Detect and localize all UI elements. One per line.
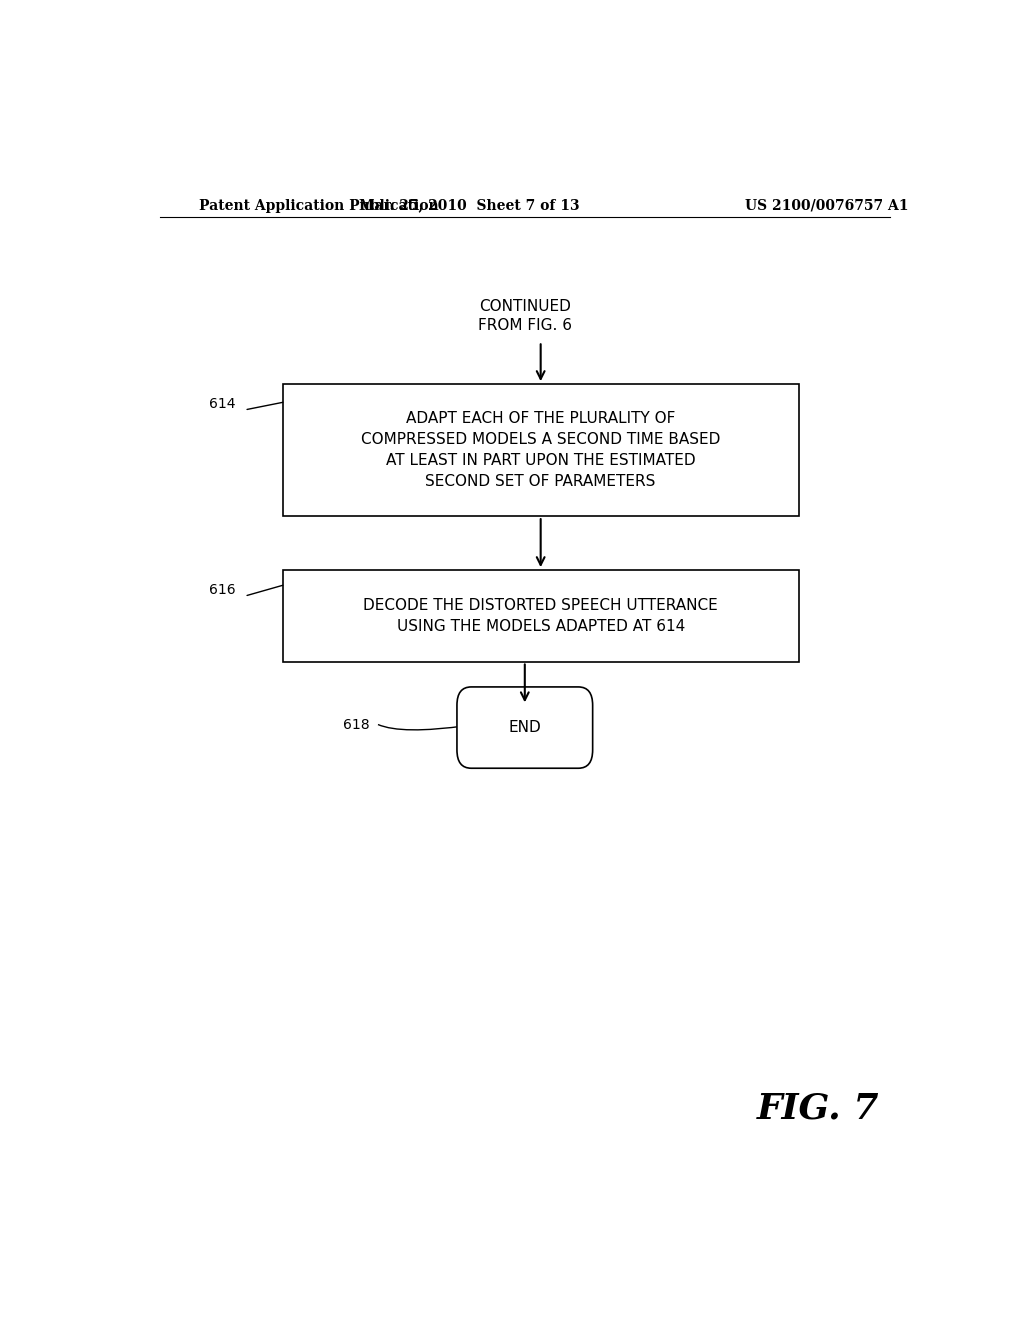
Text: 616: 616: [209, 583, 236, 598]
Text: Patent Application Publication: Patent Application Publication: [200, 199, 439, 213]
Text: DECODE THE DISTORTED SPEECH UTTERANCE
USING THE MODELS ADAPTED AT 614: DECODE THE DISTORTED SPEECH UTTERANCE US…: [364, 598, 718, 634]
Text: END: END: [509, 721, 541, 735]
Text: FIG. 7: FIG. 7: [757, 1092, 880, 1126]
FancyBboxPatch shape: [457, 686, 593, 768]
Text: 614: 614: [209, 397, 236, 412]
Text: CONTINUED
FROM FIG. 6: CONTINUED FROM FIG. 6: [478, 298, 571, 334]
Text: US 2100/0076757 A1: US 2100/0076757 A1: [744, 199, 908, 213]
FancyBboxPatch shape: [283, 384, 799, 516]
Text: Mar. 25, 2010  Sheet 7 of 13: Mar. 25, 2010 Sheet 7 of 13: [359, 199, 580, 213]
Text: 618: 618: [343, 718, 370, 731]
FancyBboxPatch shape: [283, 570, 799, 661]
Text: ADAPT EACH OF THE PLURALITY OF
COMPRESSED MODELS A SECOND TIME BASED
AT LEAST IN: ADAPT EACH OF THE PLURALITY OF COMPRESSE…: [361, 411, 720, 490]
